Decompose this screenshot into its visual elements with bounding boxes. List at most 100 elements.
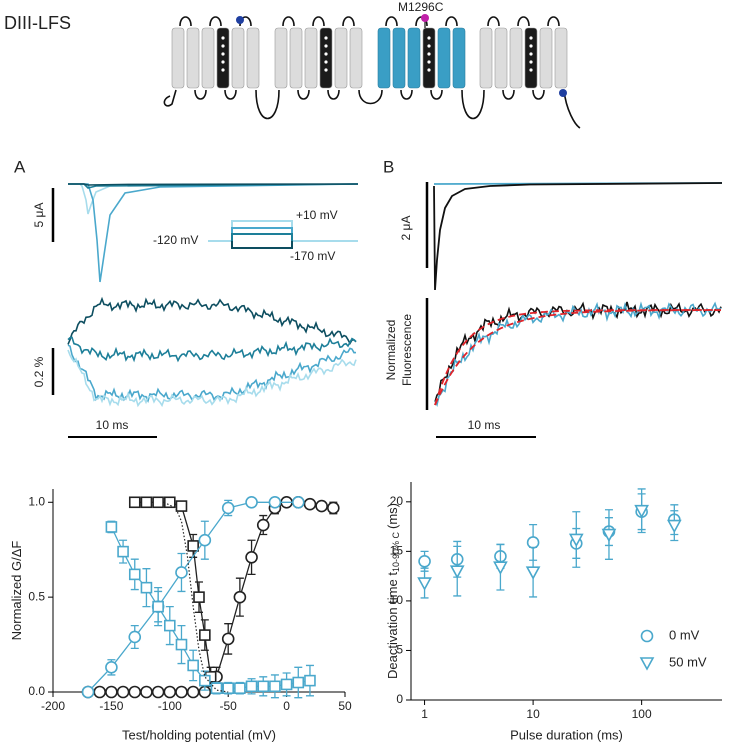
segment — [377, 27, 391, 89]
charge — [324, 36, 328, 40]
series-line — [134, 501, 218, 689]
marker — [199, 674, 211, 687]
marker — [193, 591, 205, 603]
scale-label: 10 ms — [468, 418, 501, 432]
x-tick-label: 10 — [526, 707, 540, 721]
charge — [221, 52, 225, 56]
fluorescence-traces — [67, 296, 357, 408]
marker — [245, 680, 258, 693]
marker — [315, 499, 328, 513]
marker — [493, 561, 508, 575]
marker — [81, 685, 95, 699]
charge — [324, 44, 328, 48]
segment — [201, 27, 215, 89]
axis-label: Fluorescence — [400, 314, 414, 386]
marker — [93, 685, 107, 699]
segment — [274, 27, 288, 89]
segment — [392, 27, 406, 89]
marker — [303, 497, 317, 511]
charge — [529, 68, 533, 72]
axis-label: Normalized — [384, 320, 398, 381]
marker — [140, 496, 153, 509]
y-tick-label: 0.5 — [28, 589, 45, 603]
marker — [526, 536, 540, 549]
trace — [434, 301, 722, 403]
y-axis-label: Deactivation time t10-90% C (ms) — [385, 503, 401, 679]
marker — [105, 661, 118, 674]
marker — [221, 501, 235, 515]
scale-label: 2 μA — [399, 216, 413, 241]
segment — [304, 27, 318, 89]
charge — [427, 44, 431, 48]
segment — [171, 27, 185, 89]
charge — [324, 60, 328, 64]
charge — [324, 52, 328, 56]
x-axis-label: Pulse duration (ms) — [510, 727, 623, 742]
segment — [289, 27, 303, 89]
y-tick-label: 0 — [396, 692, 403, 706]
x-tick-label: -200 — [41, 699, 65, 713]
y-axis-label-sub: 10-90% C — [391, 532, 401, 573]
marker — [128, 685, 142, 699]
trace — [67, 344, 357, 404]
charge — [221, 36, 225, 40]
y-tick-label: 1.0 — [28, 494, 45, 508]
segment — [186, 27, 200, 89]
trace — [67, 336, 357, 363]
series-line — [163, 501, 229, 693]
trace — [434, 301, 722, 408]
marker — [245, 550, 258, 564]
x-tick-label: -100 — [158, 699, 182, 713]
y-axis-label-text: Deactivation time t — [385, 572, 400, 679]
marker — [140, 581, 153, 594]
charge — [324, 68, 328, 72]
series-line — [87, 501, 299, 693]
x-tick-label: 1 — [421, 707, 428, 721]
charge — [529, 44, 533, 48]
marker — [666, 519, 682, 534]
segment — [216, 27, 230, 89]
marker-dot — [559, 89, 567, 97]
segment — [334, 27, 348, 89]
segment — [407, 27, 421, 89]
charge — [529, 60, 533, 64]
marker — [175, 685, 188, 699]
panel-label: B — [383, 157, 394, 176]
marker — [234, 682, 246, 695]
marker-dot — [236, 16, 244, 24]
marker — [164, 496, 176, 509]
marker — [291, 495, 305, 509]
marker — [164, 619, 176, 632]
marker — [140, 685, 153, 699]
mutation-label: M1296C — [398, 0, 444, 14]
y-axis-label-unit: (ms) — [385, 503, 400, 529]
segment — [494, 27, 508, 89]
y-tick-label: 15 — [390, 544, 404, 558]
channel-schematic — [163, 14, 581, 129]
protocol — [208, 220, 358, 249]
series-line — [110, 526, 311, 689]
marker — [175, 500, 188, 512]
current-traces — [433, 182, 723, 291]
loop — [163, 16, 581, 129]
segment — [452, 27, 466, 89]
segment — [524, 27, 538, 89]
y-axis-label-text: Normalized G/ΔF — [9, 541, 24, 641]
fit-curve — [434, 309, 721, 406]
marker — [280, 678, 293, 691]
y-axis-label: Normalized G/ΔF — [9, 541, 24, 641]
marker — [128, 496, 141, 509]
marker — [105, 685, 118, 699]
charge — [529, 36, 533, 40]
charge — [427, 52, 431, 56]
charge — [427, 36, 431, 40]
x-tick-label: 0 — [283, 699, 290, 713]
marker — [221, 632, 235, 646]
scale-label: 0.2 % — [32, 356, 46, 387]
marker — [175, 566, 188, 579]
marker — [128, 630, 142, 644]
y-tick-label: 0.0 — [28, 684, 45, 698]
marker — [634, 504, 649, 519]
marker — [418, 554, 431, 568]
marker — [245, 495, 258, 509]
